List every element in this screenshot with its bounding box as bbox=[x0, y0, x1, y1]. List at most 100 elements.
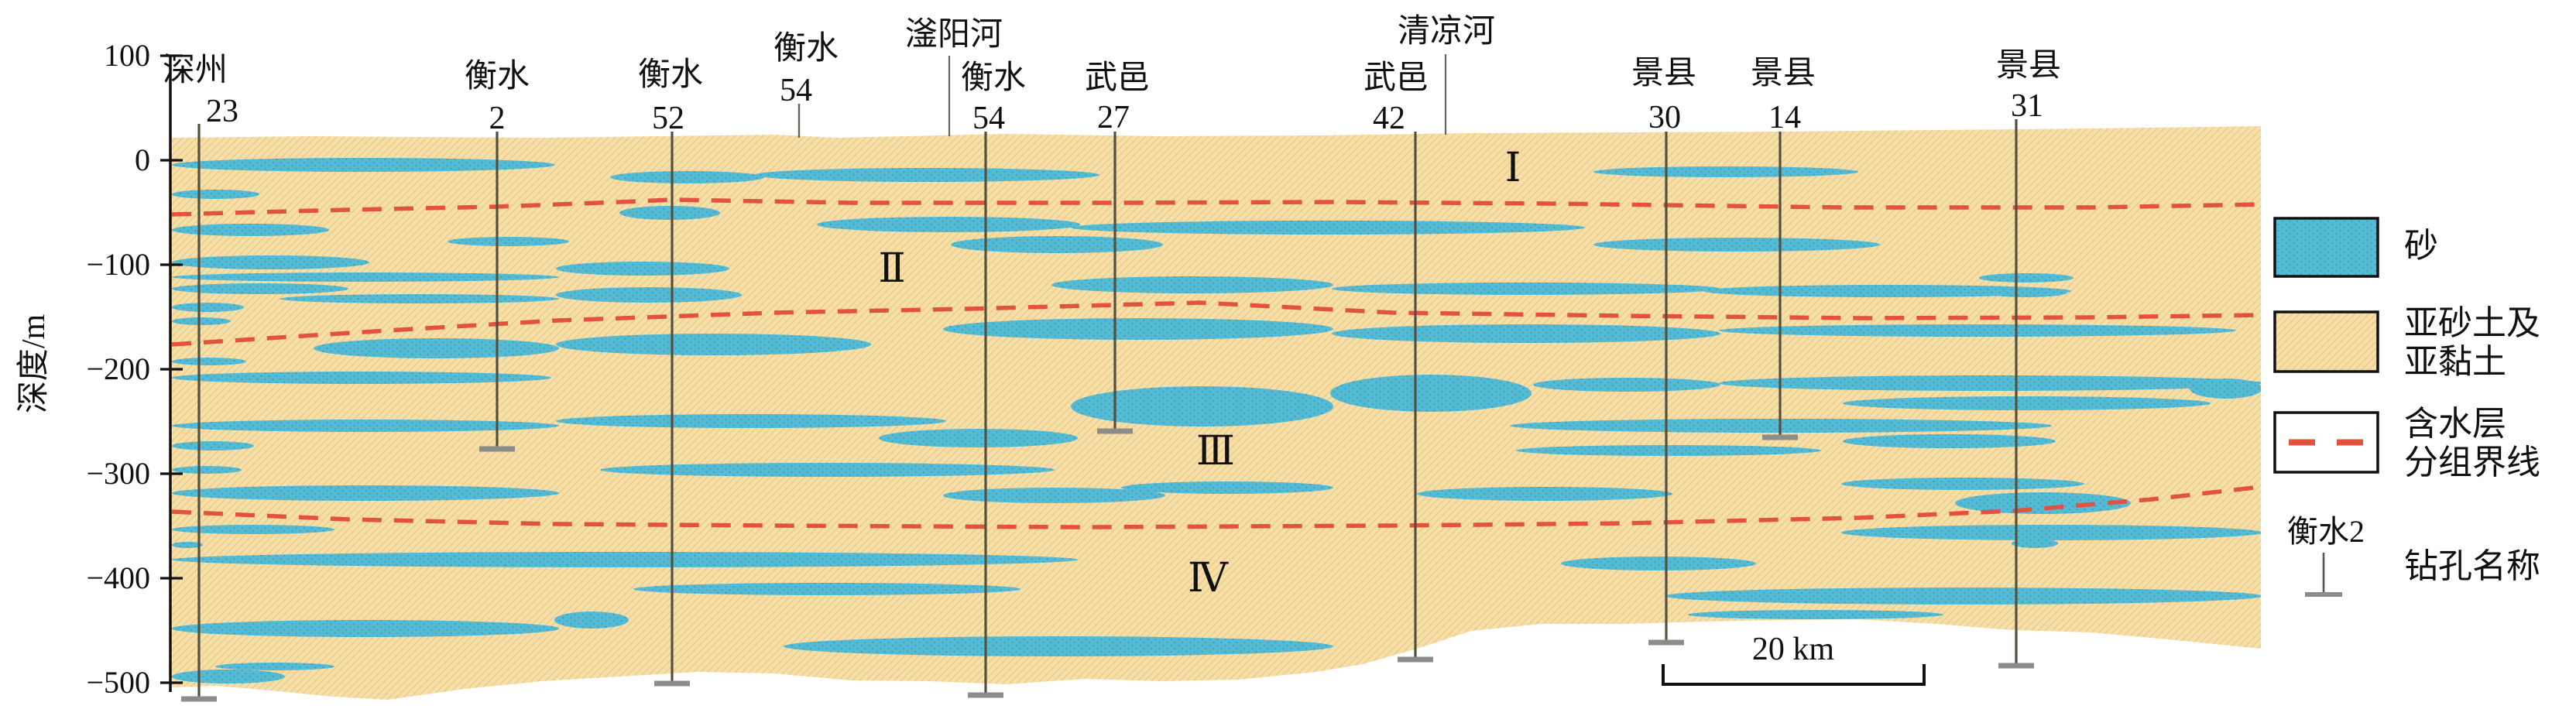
sand-lens bbox=[784, 636, 1333, 656]
borehole-number-label: 2 bbox=[489, 101, 506, 136]
aquifer-boundary-line-1 bbox=[172, 197, 2261, 217]
sand-lenses bbox=[172, 158, 2261, 683]
legend-sand-label: 砂 bbox=[2404, 227, 2438, 265]
borehole-衡水52: 衡水 52 bbox=[638, 57, 703, 687]
sand-lens bbox=[1843, 434, 2056, 448]
borehole-衡水54: 衡水 54 bbox=[961, 60, 1026, 698]
borehole-name-label: 景县 bbox=[1996, 48, 2061, 84]
sand-lens bbox=[172, 358, 246, 365]
sand-lens bbox=[172, 317, 231, 325]
sand-lens bbox=[172, 272, 559, 282]
depth-axis-tick-label: −300 bbox=[86, 456, 150, 491]
sand-lens bbox=[554, 612, 629, 629]
scale-bar: 20 km bbox=[1662, 632, 1926, 686]
legend-boundary-label-line2: 分组界线 bbox=[2404, 444, 2540, 481]
sand-lens bbox=[1516, 445, 1821, 456]
legend-borehole-example-name: 衡水2 bbox=[2287, 514, 2365, 549]
aquifer-group-numeral-Ⅳ: Ⅳ bbox=[1188, 557, 1229, 601]
legend-boundary-label-line1: 含水层 bbox=[2404, 405, 2506, 443]
sand-lens bbox=[2012, 539, 2058, 548]
borehole-number-label: 42 bbox=[1373, 101, 1405, 136]
borehole-number-label: 23 bbox=[206, 94, 238, 129]
sand-lens bbox=[280, 294, 559, 303]
sand-lens bbox=[172, 525, 334, 534]
sand-lens bbox=[172, 303, 244, 312]
sand-lens bbox=[1719, 375, 2261, 391]
borehole-name-label: 深州 bbox=[163, 53, 228, 88]
borehole-name-label: 武邑 bbox=[1085, 60, 1150, 96]
depth-axis-title: 深度/m bbox=[16, 314, 52, 414]
sand-lens bbox=[1719, 324, 2236, 337]
sand-lens bbox=[619, 206, 720, 220]
sand-lens bbox=[172, 255, 369, 269]
river-name-label: 清凉河 bbox=[1398, 14, 1495, 50]
boreholes: 深州 23 衡水 2 衡水 52 衡水 54 衡水 54 武邑 27 武邑 42 景县 30 景县 14 景县 31 bbox=[163, 31, 2061, 702]
sand-lens bbox=[172, 224, 329, 236]
borehole-name-label: 衡水 bbox=[465, 59, 530, 94]
sand-lens bbox=[314, 338, 559, 358]
aquifer-boundary-lines bbox=[172, 197, 2261, 529]
sand-lens bbox=[556, 414, 946, 428]
depth-axis-tick-label: −100 bbox=[86, 247, 150, 282]
sand-lens bbox=[1985, 288, 2067, 297]
depth-axis-tick-label: 100 bbox=[104, 38, 150, 73]
sand-lens bbox=[1533, 378, 1720, 392]
sand-lens bbox=[556, 262, 729, 276]
depth-axis-tick-label: −500 bbox=[86, 665, 150, 700]
sand-lens bbox=[1051, 276, 1333, 293]
sand-lens bbox=[1593, 166, 1858, 177]
borehole-name-label: 衡水 bbox=[638, 57, 703, 93]
river-markers: 滏阳河 清凉河 bbox=[905, 14, 1495, 136]
borehole-景县31: 景县 31 bbox=[1996, 48, 2061, 669]
sand-lens bbox=[1955, 492, 2131, 514]
borehole-number-label: 52 bbox=[652, 101, 684, 136]
sand-lens bbox=[215, 663, 334, 670]
depth-axis: 100 0 −100 −200 −300 −400 −500 深度/m bbox=[16, 38, 183, 700]
sand-lens bbox=[817, 217, 1080, 232]
sand-lens bbox=[2190, 379, 2261, 399]
sand-lens bbox=[1665, 588, 2261, 605]
sand-lens bbox=[1841, 478, 2084, 490]
legend-soil-swatch bbox=[2273, 310, 2379, 373]
sand-lens bbox=[1688, 610, 1943, 619]
sand-lens bbox=[943, 488, 1165, 503]
aquifer-group-numerals: Ⅰ Ⅱ Ⅲ Ⅳ bbox=[878, 146, 1521, 601]
sand-lens bbox=[1979, 273, 2073, 283]
depth-axis-tick-label: 0 bbox=[135, 142, 150, 177]
sand-lens bbox=[172, 552, 1078, 567]
sand-lens bbox=[1417, 487, 1672, 501]
scale-bar-label: 20 km bbox=[1752, 632, 1835, 667]
borehole-number-label: 54 bbox=[972, 101, 1005, 136]
legend-borehole-label: 钻孔名称 bbox=[2404, 547, 2540, 585]
sand-lens bbox=[172, 158, 555, 172]
sand-lens bbox=[1071, 221, 1585, 235]
sand-lens bbox=[172, 620, 559, 637]
borehole-number-label: 54 bbox=[780, 73, 812, 108]
borehole-景县30: 景县 30 bbox=[1631, 56, 1696, 646]
sand-lens bbox=[172, 542, 203, 548]
legend-sand-swatch bbox=[2273, 217, 2379, 278]
sand-lens bbox=[1593, 238, 1880, 252]
sand-lens bbox=[1330, 375, 1532, 412]
scale-bar-bracket bbox=[1662, 664, 1926, 686]
aquifer-group-numeral-Ⅲ: Ⅲ bbox=[1196, 430, 1235, 474]
borehole-number-label: 30 bbox=[1648, 100, 1681, 135]
sand-lens bbox=[172, 420, 559, 432]
sand-lens bbox=[172, 372, 551, 384]
borehole-衡水2: 衡水 2 bbox=[465, 59, 530, 452]
borehole-衡水54: 衡水 54 bbox=[773, 31, 839, 138]
sand-lens bbox=[172, 670, 285, 683]
aquifer-group-numeral-Ⅰ: Ⅰ bbox=[1505, 146, 1521, 190]
sand-lens bbox=[172, 466, 242, 474]
sand-lens bbox=[633, 583, 1020, 595]
borehole-name-label: 景县 bbox=[1751, 56, 1816, 91]
sand-lens bbox=[1071, 386, 1333, 427]
sand-lens bbox=[879, 429, 1078, 447]
sand-lens bbox=[1332, 324, 1720, 343]
borehole-name-label: 景县 bbox=[1631, 56, 1696, 91]
sand-lens bbox=[1703, 285, 2071, 297]
aquifer-boundary-line-2 bbox=[172, 300, 2261, 347]
